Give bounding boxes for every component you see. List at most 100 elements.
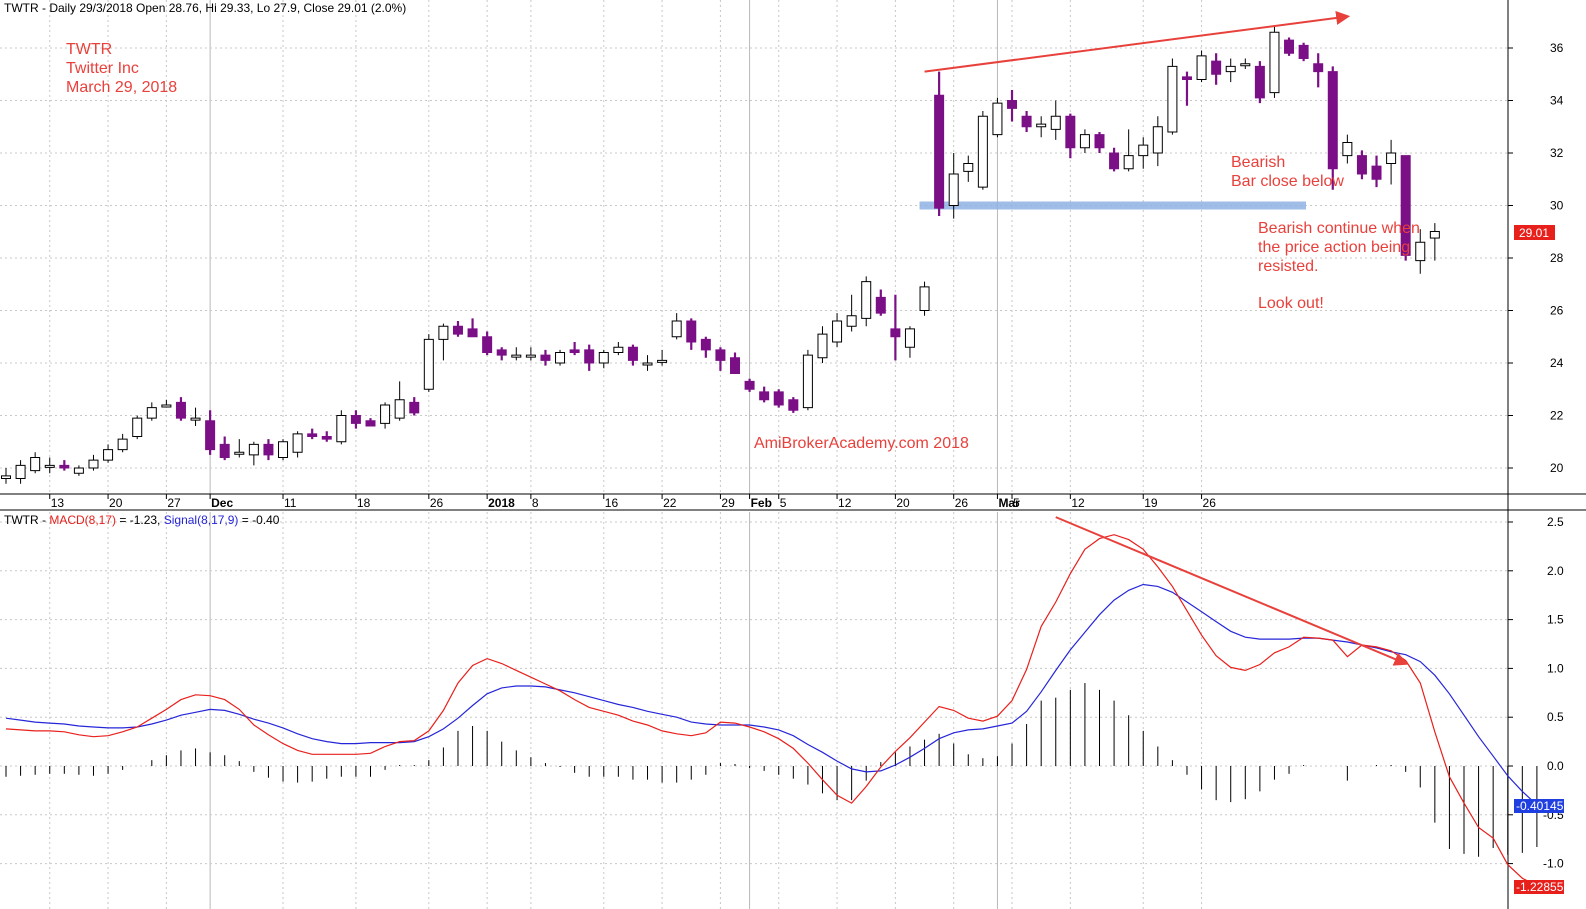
candle [1094, 132, 1105, 153]
candle-body-up [380, 404, 391, 424]
candle-body-up [1138, 144, 1149, 157]
candle-body-up [511, 354, 522, 358]
x-tick-label: 12 [1071, 496, 1085, 510]
candle [438, 323, 449, 361]
candle-body-down [219, 443, 230, 458]
candle-body-down [890, 328, 901, 338]
candle-body-down [1007, 100, 1018, 109]
macd-histogram [5, 683, 1538, 857]
candle-body-down [627, 346, 638, 361]
candle-body-up [817, 333, 828, 359]
candle [496, 347, 507, 361]
candle [1211, 53, 1222, 85]
candle-body-up [598, 352, 609, 364]
candle-body-up [117, 438, 128, 451]
candle [657, 349, 668, 366]
macd-value-badge-text: -1.22855 [1516, 880, 1564, 894]
macd-lines [5, 534, 1538, 887]
candle [15, 460, 26, 484]
signal-header-label: Signal(8,17,9) [164, 513, 239, 527]
candle [715, 347, 726, 371]
support-band [919, 201, 1306, 210]
bearish-note-line2: Bar close below [1231, 173, 1344, 190]
candle [292, 431, 303, 458]
support-zone [919, 201, 1306, 210]
candle [1007, 90, 1018, 122]
candle [788, 397, 799, 413]
candle-body-up [103, 449, 114, 461]
candle-body-down [744, 380, 755, 390]
candle [1152, 116, 1163, 167]
candlestick-series [1, 27, 1440, 484]
candle-body-up [423, 338, 434, 390]
candle-body-down [467, 328, 478, 338]
continue-note-line1: Bearish continue when [1258, 220, 1420, 237]
gridlines [0, 0, 1508, 909]
candle [175, 397, 186, 421]
candle [802, 349, 813, 411]
candle [744, 378, 755, 392]
price-y-tick-label: 22 [1550, 409, 1564, 423]
price-y-tick-label: 26 [1550, 304, 1564, 318]
candle [30, 452, 41, 474]
macd-y-axis: -1.0-0.50.00.51.01.52.02.5 [1508, 515, 1564, 871]
x-tick-label: Mar [998, 496, 1020, 510]
price-y-tick-label: 36 [1550, 41, 1564, 55]
candle-body-down [1298, 44, 1309, 59]
candle-body-down [686, 320, 697, 343]
macd-trendline [1055, 516, 1409, 666]
candle [365, 418, 376, 427]
signal-value-badge: -0.40145 [1514, 799, 1564, 813]
candle-body-down [59, 464, 70, 469]
macd-header: TWTR - MACD(8,17) = -1.23, Signal(8,17,9… [4, 513, 280, 527]
candle [1342, 134, 1353, 164]
candle-body-up [336, 415, 347, 443]
candle [1400, 155, 1411, 261]
price-y-tick-label: 28 [1550, 251, 1564, 265]
candle-body-down [540, 354, 551, 361]
price-y-axis: 20 22 24 26 28 30 32 34 36 [1508, 41, 1564, 475]
candle [1079, 129, 1090, 153]
candle-body-up [963, 163, 974, 172]
candle [992, 97, 1003, 138]
candle-body-down [584, 349, 595, 364]
candle [117, 433, 128, 453]
candle-body-up [1123, 155, 1134, 170]
candle [890, 294, 901, 361]
candle [1313, 53, 1324, 88]
candle-body-up [977, 115, 988, 188]
candle-body-down [263, 443, 274, 456]
candle [88, 454, 99, 471]
candle-body-up [44, 464, 55, 468]
x-tick-label: 26 [1203, 496, 1217, 510]
candle-body-up [1079, 134, 1090, 149]
candle-body-up [73, 467, 84, 474]
candle [1123, 129, 1134, 172]
candle [1298, 42, 1309, 62]
candle [394, 381, 405, 421]
candle-body-up [1152, 126, 1163, 154]
candle [700, 336, 711, 358]
x-tick-label: 20 [896, 496, 910, 510]
candle-body-up [132, 417, 143, 437]
candle-body-up [234, 451, 245, 455]
x-tick-label: Feb [751, 496, 772, 510]
candle-body-down [1181, 76, 1192, 80]
candle-body-up [438, 325, 449, 340]
candle [904, 326, 915, 358]
candle [613, 342, 624, 356]
candle [350, 410, 361, 429]
candle-body-down [759, 391, 770, 401]
candle-body-down [934, 94, 945, 209]
candle [540, 349, 551, 366]
candle-body-down [205, 420, 216, 451]
candle-body-up [846, 315, 857, 327]
candle [584, 344, 595, 371]
candle-body-up [1036, 123, 1047, 128]
candle-body-up [642, 362, 653, 366]
candle [132, 415, 143, 440]
macd-y-tick-label: -1.0 [1543, 857, 1564, 871]
x-tick-label: 5 [780, 496, 787, 510]
candle-body-down [1313, 63, 1324, 73]
candle [59, 460, 70, 471]
